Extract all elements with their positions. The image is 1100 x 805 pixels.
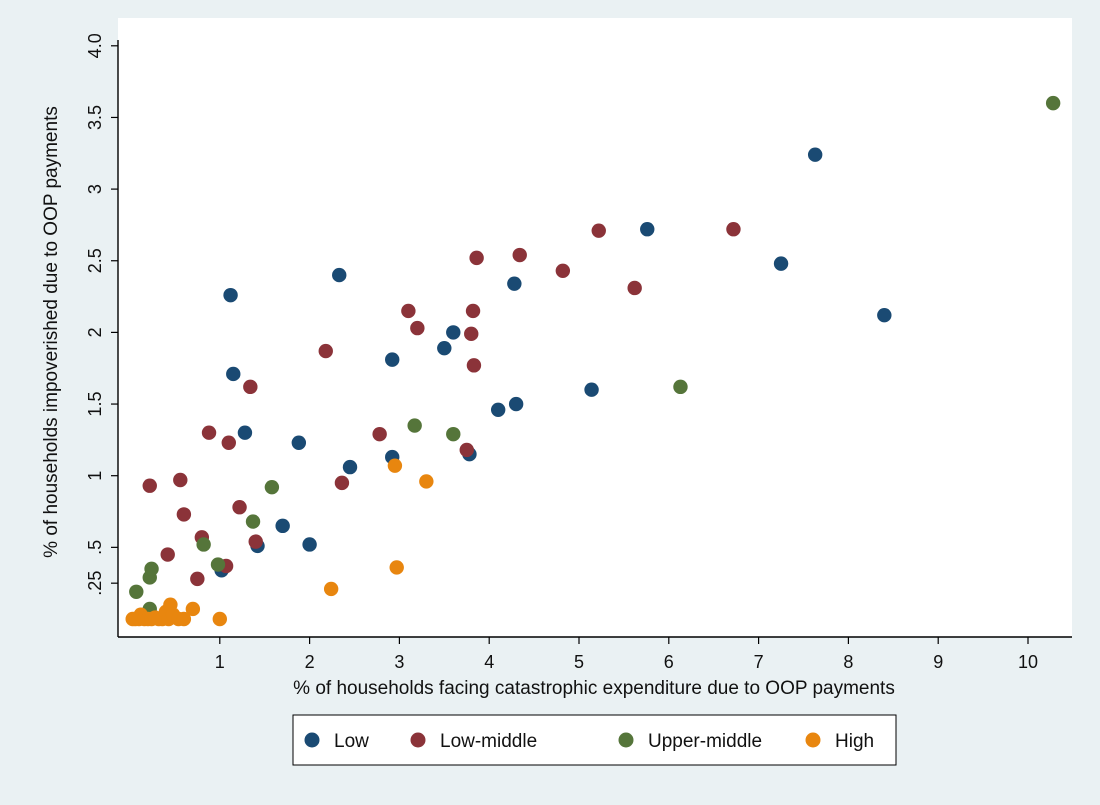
y-axis-ticks: .25 .5 1 1.5 2 2.5 3 3.5 4.0 <box>85 33 118 596</box>
point-low <box>584 382 599 397</box>
legend-label: Low-middle <box>440 731 537 752</box>
point-high <box>419 474 434 489</box>
x-tick-label: 3 <box>394 652 404 672</box>
point-low-middle <box>464 326 479 342</box>
point-low-middle <box>372 426 387 442</box>
point-low-middle <box>318 343 333 359</box>
y-tick-label: 2.5 <box>85 248 105 273</box>
point-low-middle <box>232 500 247 515</box>
point-low <box>507 276 522 291</box>
legend: Low Low-middle Upper-middle High <box>292 714 897 766</box>
legend-box <box>292 714 897 766</box>
point-low <box>446 325 461 340</box>
point-low-middle <box>627 280 642 296</box>
point-upper-middle <box>245 514 261 529</box>
point-high <box>212 611 227 627</box>
legend-marker <box>410 732 426 748</box>
legend-marker <box>805 732 821 748</box>
x-tick-label: 1 <box>215 652 225 672</box>
point-high <box>389 560 404 575</box>
point-low <box>490 402 506 417</box>
point-low <box>640 222 655 237</box>
point-low <box>877 308 892 323</box>
point-low <box>437 340 452 356</box>
point-low <box>302 537 317 552</box>
point-upper-middle <box>446 426 461 442</box>
point-low <box>223 287 238 303</box>
point-upper-middle <box>210 557 226 572</box>
point-low <box>385 352 400 367</box>
point-low-middle <box>160 547 175 562</box>
legend-marker <box>618 732 634 748</box>
point-low-middle <box>726 222 741 237</box>
point-upper-middle <box>264 479 280 495</box>
x-tick-label: 7 <box>754 652 764 672</box>
point-low-middle <box>410 320 425 336</box>
point-low-middle <box>190 571 205 587</box>
point-low-middle <box>591 223 606 238</box>
x-tick-label: 4 <box>484 652 494 672</box>
point-low-middle <box>469 250 484 266</box>
point-low <box>807 147 823 162</box>
x-tick-label: 2 <box>305 652 315 672</box>
point-low <box>237 425 253 440</box>
y-axis-label: % of households impoverished due to OOP … <box>41 106 62 558</box>
point-low <box>226 366 241 382</box>
point-upper-middle <box>407 418 422 433</box>
y-tick-label: 3 <box>85 184 105 194</box>
point-low-middle <box>142 478 157 493</box>
point-low-middle <box>248 534 263 549</box>
y-tick-label: .5 <box>85 540 105 555</box>
data-points <box>125 95 1061 627</box>
legend-label: High <box>835 731 874 752</box>
point-high <box>176 611 192 627</box>
point-upper-middle <box>1045 95 1061 111</box>
legend-label: Low <box>334 731 369 752</box>
x-tick-label: 8 <box>843 652 853 672</box>
point-low-middle <box>221 435 236 450</box>
x-tick-label: 6 <box>664 652 674 672</box>
point-low-middle <box>459 442 474 458</box>
point-upper-middle <box>129 584 144 599</box>
point-low-middle <box>334 475 350 491</box>
point-low <box>773 256 789 271</box>
point-low-middle <box>201 425 217 440</box>
point-high <box>387 458 403 473</box>
point-high <box>323 581 339 597</box>
y-tick-label: 3.5 <box>85 105 105 130</box>
point-low-middle <box>243 379 258 395</box>
y-tick-label: .25 <box>85 571 105 596</box>
point-low <box>508 396 524 412</box>
x-tick-label: 10 <box>1018 652 1038 672</box>
y-tick-label: 1 <box>85 471 105 481</box>
point-low <box>291 435 307 450</box>
point-low-middle <box>512 247 527 263</box>
point-high <box>185 601 201 617</box>
point-upper-middle <box>144 561 159 577</box>
plot-area <box>118 18 1072 637</box>
point-low <box>342 459 358 475</box>
point-low-middle <box>465 303 481 319</box>
point-low-middle <box>401 303 416 319</box>
y-tick-label: 2 <box>85 327 105 337</box>
point-low <box>275 518 290 534</box>
point-low-middle <box>176 507 192 522</box>
x-tick-label: 5 <box>574 652 584 672</box>
x-axis-label: % of households facing catastrophic expe… <box>293 678 895 699</box>
x-axis-ticks: 1 2 3 4 5 6 7 8 9 10 <box>215 637 1038 672</box>
point-upper-middle <box>196 537 211 552</box>
legend-label: Upper-middle <box>648 731 762 752</box>
x-tick-label: 9 <box>933 652 943 672</box>
y-tick-label: 4.0 <box>85 33 105 58</box>
point-low-middle <box>555 263 571 278</box>
point-low-middle <box>466 358 482 373</box>
point-upper-middle <box>673 379 688 395</box>
legend-marker <box>304 732 320 748</box>
y-tick-label: 1.5 <box>85 392 105 417</box>
point-low <box>332 267 347 283</box>
point-low-middle <box>173 472 188 488</box>
